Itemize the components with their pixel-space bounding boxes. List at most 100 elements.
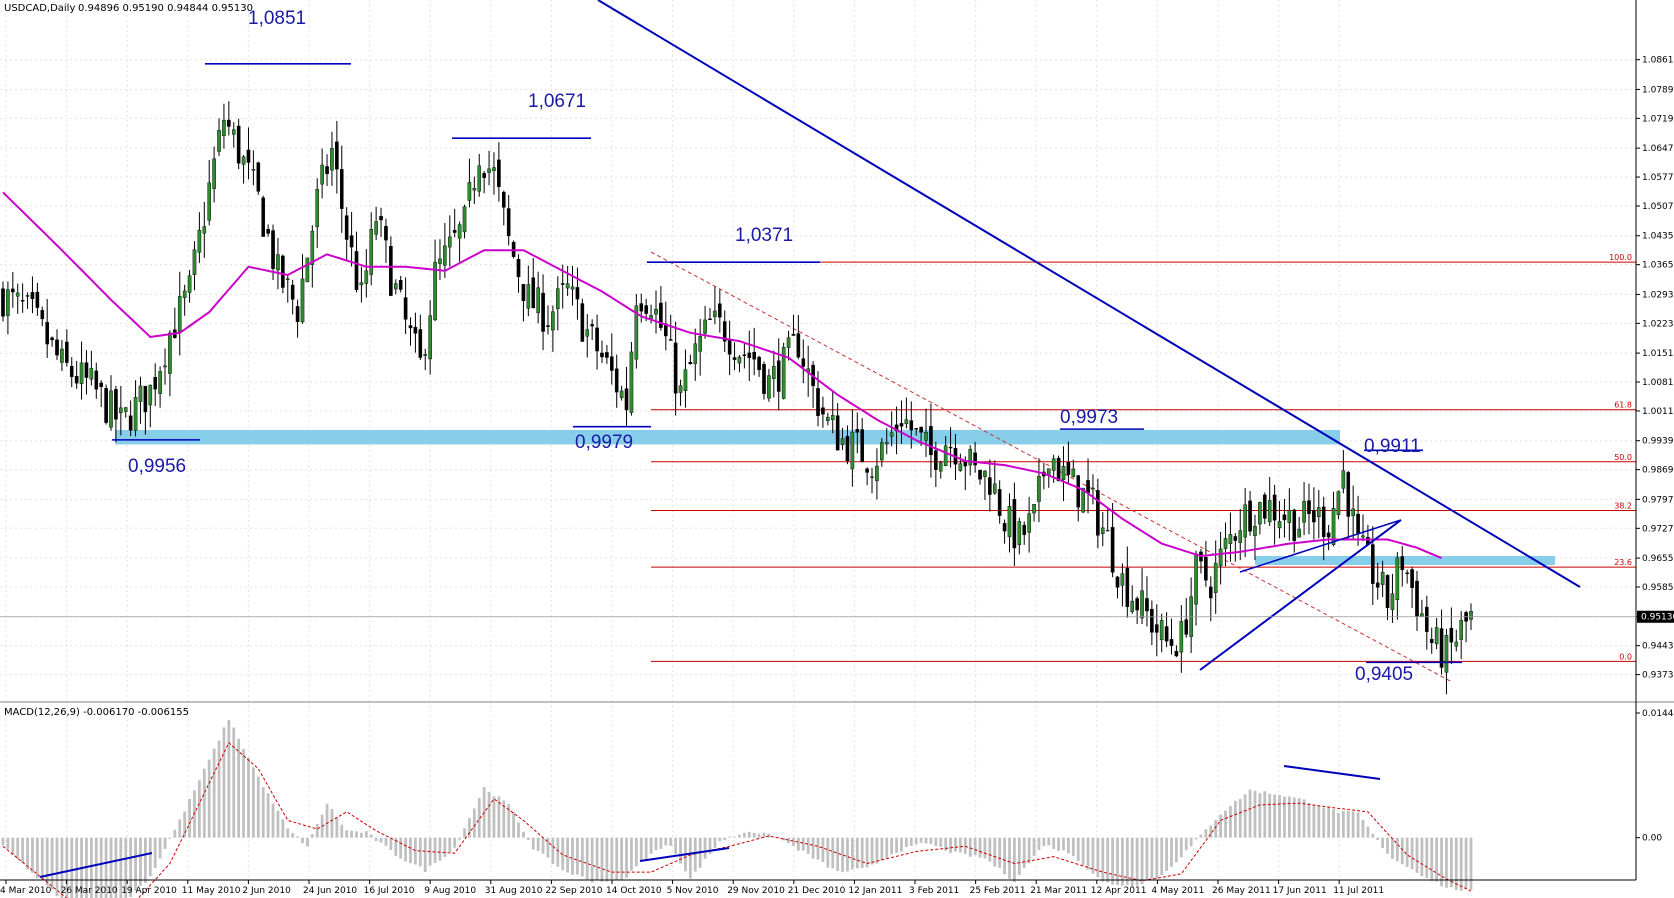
macd-histogram-bar — [1283, 796, 1286, 838]
macd-histogram-bar — [1391, 837, 1394, 859]
bull-candle — [423, 354, 428, 356]
macd-histogram-bar — [94, 837, 98, 898]
bull-candle — [1228, 534, 1233, 544]
macd-histogram-bar — [625, 837, 628, 878]
bear-candle — [74, 375, 79, 384]
macd-histogram-bar — [630, 837, 633, 871]
bear-candle — [796, 333, 801, 358]
bear-candle — [845, 436, 850, 462]
bull-candle — [536, 287, 540, 314]
macd-histogram-bar — [831, 837, 835, 869]
bear-candle — [266, 228, 270, 234]
bear-candle — [762, 364, 766, 394]
bull-candle — [772, 365, 776, 379]
bull-candle — [25, 295, 30, 297]
bear-candle — [668, 339, 673, 341]
bear-candle — [791, 334, 796, 336]
macd-histogram-bar — [1238, 799, 1242, 838]
macd-histogram-bar — [860, 837, 864, 869]
bear-candle — [349, 235, 354, 248]
bear-candle — [752, 352, 756, 360]
bull-candle — [678, 385, 683, 393]
macd-histogram-bar — [1101, 837, 1105, 882]
macd-histogram-bar — [1032, 837, 1036, 856]
bull-candle — [187, 275, 192, 293]
bull-candle — [79, 362, 84, 385]
macd-histogram-bar — [197, 780, 201, 838]
macd-histogram-bar — [1096, 837, 1100, 878]
bear-candle — [452, 229, 457, 233]
bull-candle — [15, 292, 20, 297]
bear-candle — [1415, 580, 1419, 617]
bull-candle — [904, 419, 909, 425]
bear-candle — [1371, 544, 1375, 584]
pennant-line — [1239, 519, 1402, 573]
bull-candle — [889, 432, 894, 437]
x-tick-label: 11 May 2010 — [182, 886, 241, 896]
bear-candle — [1429, 638, 1434, 644]
macd-histogram-bar — [512, 812, 516, 838]
support-zone-lower — [1255, 556, 1555, 565]
bull-candle — [1331, 507, 1336, 545]
macd-histogram-bar — [340, 824, 344, 838]
macd-histogram-bar — [836, 837, 840, 872]
macd-histogram-bar — [752, 832, 756, 838]
bull-candle — [138, 385, 143, 402]
bull-candle — [168, 332, 172, 374]
macd-histogram-bar — [364, 831, 368, 838]
bull-candle — [1051, 458, 1056, 471]
bear-candle — [801, 358, 806, 367]
macd-histogram-bar — [306, 837, 309, 847]
bear-candle — [1135, 598, 1139, 611]
bull-candle — [119, 407, 123, 414]
bull-candle — [315, 188, 320, 227]
bear-candle — [727, 339, 732, 355]
bull-candle — [197, 229, 202, 253]
bear-candle — [1321, 506, 1326, 537]
macd-histogram-bar — [335, 816, 339, 838]
macd-histogram-bar — [1263, 791, 1267, 838]
macd-histogram-bar — [315, 824, 319, 838]
macd-histogram-bar — [585, 837, 589, 880]
bear-candle — [325, 166, 329, 175]
bull-candle — [938, 462, 943, 472]
bear-candle — [1174, 650, 1179, 657]
bear-candle — [501, 191, 506, 208]
bull-candle — [1336, 491, 1341, 515]
bear-candle — [246, 149, 251, 163]
bull-candle — [781, 346, 786, 399]
macd-histogram-bar — [487, 792, 491, 838]
macd-histogram-bar — [124, 837, 128, 898]
bull-candle — [983, 470, 987, 477]
macd-histogram-bar — [1464, 837, 1468, 889]
bear-candle — [69, 365, 74, 377]
macd-histogram-bar — [566, 837, 570, 873]
macd-histogram-bar — [325, 803, 329, 838]
macd-histogram-bar — [679, 837, 682, 864]
bull-candle — [1420, 613, 1424, 617]
macd-histogram-bar — [517, 822, 520, 838]
x-tick-label: 22 Sep 2010 — [545, 886, 602, 896]
macd-histogram-bar — [458, 837, 462, 840]
bear-candle — [575, 287, 580, 300]
bull-candle — [163, 365, 167, 368]
x-tick-label: 26 May 2011 — [1212, 886, 1271, 896]
bear-candle — [708, 318, 712, 321]
macd-histogram-bar — [1243, 794, 1247, 838]
macd-histogram-bar — [718, 837, 722, 842]
bull-candle — [958, 463, 963, 471]
bull-candle — [393, 283, 398, 290]
bear-candle — [99, 382, 103, 387]
macd-histogram-bar — [855, 837, 859, 869]
macd-histogram-bar — [11, 837, 15, 855]
macd-histogram-bar — [1258, 793, 1262, 838]
macd-histogram-bar — [1179, 837, 1183, 858]
macd-histogram-bar — [261, 787, 265, 838]
bear-candle — [835, 415, 840, 451]
y-tick-label: 1.03650 — [1642, 261, 1674, 271]
bull-candle — [654, 308, 658, 315]
bull-candle — [629, 351, 634, 413]
bull-candle — [526, 284, 531, 309]
bear-candle — [580, 303, 585, 342]
bull-candle — [1223, 538, 1228, 549]
